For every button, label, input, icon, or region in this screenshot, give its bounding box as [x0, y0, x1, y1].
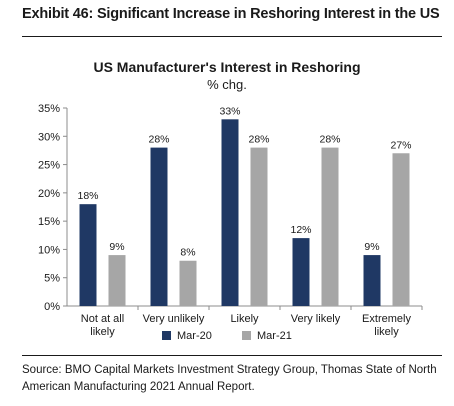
- data-label: 28%: [248, 134, 269, 146]
- y-tick-label: 30%: [38, 131, 60, 143]
- data-label: 28%: [319, 134, 340, 146]
- legend-swatch: [242, 331, 251, 340]
- legend-label: Mar-20: [177, 330, 212, 342]
- legend-label: Mar-21: [257, 330, 292, 342]
- data-label: 33%: [219, 105, 240, 117]
- bar-mar-20: [80, 204, 97, 306]
- top-rule: [22, 36, 442, 37]
- exhibit-title: Exhibit 46: Significant Increase in Resh…: [22, 6, 439, 22]
- y-tick-label: 15%: [38, 216, 60, 228]
- source-note: Source: BMO Capital Markets Investment S…: [22, 362, 442, 396]
- bar-mar-21: [251, 148, 268, 306]
- x-tick-label: Extremely: [362, 313, 411, 325]
- x-tick-label: Very likely: [291, 313, 341, 325]
- x-tick-label: likely: [90, 326, 115, 338]
- bar-mar-21: [180, 261, 197, 306]
- bar-mar-21: [109, 255, 126, 306]
- data-label: 12%: [290, 224, 311, 236]
- data-label: 8%: [180, 247, 195, 259]
- y-tick-label: 0%: [44, 301, 60, 313]
- y-tick-label: 5%: [44, 273, 60, 285]
- bar-chart: 0%5%10%15%20%25%30%35%18%9%Not at alllik…: [0, 94, 454, 354]
- x-tick-label: Very unlikely: [143, 313, 205, 325]
- chart-title: US Manufacturer's Interest in Reshoring: [0, 59, 454, 75]
- bar-mar-20: [293, 238, 310, 306]
- x-tick-label: likely: [374, 326, 399, 338]
- data-label: 27%: [390, 139, 411, 151]
- data-label: 28%: [148, 134, 169, 146]
- y-tick-label: 35%: [38, 103, 60, 115]
- y-tick-label: 20%: [38, 188, 60, 200]
- data-label: 9%: [109, 241, 124, 253]
- bar-mar-20: [222, 119, 239, 306]
- x-tick-label: Likely: [230, 313, 259, 325]
- chart-subtitle: % chg.: [0, 77, 454, 92]
- data-label: 9%: [364, 241, 379, 253]
- y-tick-label: 25%: [38, 160, 60, 172]
- bar-mar-21: [322, 148, 339, 306]
- legend-swatch: [162, 331, 171, 340]
- bottom-rule: [22, 355, 442, 356]
- bar-mar-21: [393, 153, 410, 306]
- data-label: 18%: [77, 190, 98, 202]
- x-tick-label: Not at all: [81, 313, 124, 325]
- bar-mar-20: [151, 148, 168, 306]
- bar-mar-20: [364, 255, 381, 306]
- y-tick-label: 10%: [38, 244, 60, 256]
